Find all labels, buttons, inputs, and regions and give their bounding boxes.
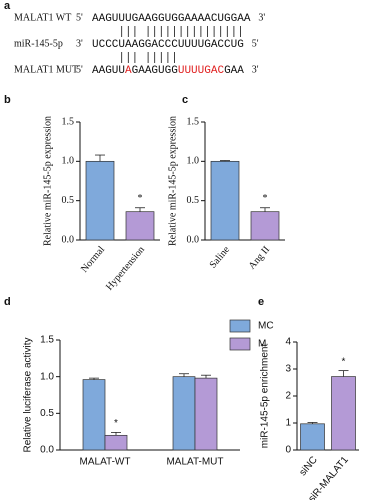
x-tick-label: Saline bbox=[208, 244, 233, 271]
x-tick-label: Hypertension bbox=[104, 244, 147, 292]
bar bbox=[331, 376, 356, 451]
significance: * bbox=[114, 418, 118, 429]
x-tick-label: MALAT-MUT bbox=[166, 457, 223, 468]
x-tick-label: MALAT-WT bbox=[80, 457, 131, 468]
end-label: 5' bbox=[76, 64, 83, 75]
y-tick-label: 0.5 bbox=[40, 408, 54, 419]
y-tick-label: 1 bbox=[285, 418, 291, 429]
legend-label: MC bbox=[258, 321, 274, 332]
bar bbox=[172, 376, 196, 451]
y-tick-label: 1.0 bbox=[40, 371, 54, 382]
end-label: 5' bbox=[76, 12, 83, 23]
bar bbox=[82, 379, 106, 451]
panel-letter: a bbox=[4, 0, 11, 12]
sequence: UCCCUAAGGACCCUUUUGACCUG bbox=[92, 39, 244, 51]
y-tick-label: 1.0 bbox=[187, 156, 200, 167]
sequence: AAGUUAGAAGUGGUUUUGACGAA bbox=[92, 65, 244, 77]
y-tick-label: 0 bbox=[285, 445, 291, 456]
end-label: 3' bbox=[258, 12, 265, 23]
chart: d 0.0 0.5 1.0 1.5 Relative luciferase activit… bbox=[4, 296, 274, 468]
legend-label: M bbox=[258, 339, 266, 350]
bar bbox=[104, 434, 128, 451]
sequence: AAGUUUGAAGGUGGAAAACUGGAA bbox=[92, 13, 251, 25]
sequence-segment: UUUUGAC bbox=[178, 65, 225, 77]
panel-letter: d bbox=[4, 296, 11, 308]
y-tick-label: 0.0 bbox=[187, 234, 200, 245]
sequence-segment: AAGUU bbox=[92, 65, 125, 77]
bar bbox=[194, 377, 218, 451]
panel-letter: c bbox=[182, 94, 188, 106]
chart: c 0.0 0.5 1.0 1.5 Relative miR-145-5p express… bbox=[167, 94, 285, 272]
y-tick-label: 0.0 bbox=[62, 234, 75, 245]
sequence-segment: AAGUUUGAAGGUGGAAAACUGGAA bbox=[92, 13, 251, 25]
x-tick-label: Normal bbox=[79, 244, 107, 275]
bar bbox=[300, 423, 325, 451]
row-label: MALAT1 WT bbox=[14, 12, 71, 23]
panel-letter: b bbox=[4, 94, 11, 106]
y-tick-label: 0.5 bbox=[187, 195, 200, 206]
row-label: miR-145-5p bbox=[14, 38, 63, 49]
y-tick-label: 1.5 bbox=[187, 116, 200, 127]
y-tick-label: 0.5 bbox=[62, 195, 75, 206]
bar bbox=[210, 160, 240, 241]
significance: * bbox=[342, 356, 346, 367]
legend-swatch bbox=[229, 337, 251, 351]
y-axis-label: Relative luciferase activity bbox=[23, 337, 34, 452]
y-tick-label: 1.0 bbox=[62, 156, 75, 167]
y-axis-label: Relative miR-145-5p expression bbox=[42, 116, 53, 246]
sequence-segment: UCCCUAAGGACCCUUUUGACCUG bbox=[92, 39, 244, 51]
y-tick-label: 4 bbox=[285, 337, 291, 348]
y-tick-label: 0.0 bbox=[40, 445, 54, 456]
x-tick-label: Ang II bbox=[247, 244, 272, 271]
y-axis-label: miR-145-5p enrichment bbox=[260, 344, 271, 449]
legend-swatch bbox=[229, 319, 251, 333]
y-tick-label: 3 bbox=[285, 364, 291, 375]
end-label: 3' bbox=[76, 38, 83, 49]
y-axis-label: Relative miR-145-5p expression bbox=[167, 116, 178, 246]
sequence-segment: GAAGUGG bbox=[132, 65, 178, 77]
bar bbox=[125, 211, 155, 241]
end-label: 3' bbox=[252, 64, 259, 75]
y-tick-label: 1.5 bbox=[62, 116, 75, 127]
significance: * bbox=[263, 193, 268, 204]
end-label: 5' bbox=[252, 38, 259, 49]
x-tick-label: siNC bbox=[297, 455, 319, 479]
chart: b 0.0 0.5 1.0 1.5 Relative miR-145-5p express… bbox=[4, 94, 160, 293]
panel-letter: e bbox=[258, 296, 264, 308]
sequence-segment: GAA bbox=[224, 65, 244, 77]
y-tick-label: 1.5 bbox=[40, 335, 54, 346]
row-label: MALAT1 MUT bbox=[14, 64, 78, 75]
bar bbox=[85, 160, 115, 241]
y-tick-label: 2 bbox=[285, 391, 291, 402]
bar bbox=[250, 211, 280, 241]
significance: * bbox=[138, 193, 143, 204]
sequence-segment: A bbox=[125, 65, 132, 77]
